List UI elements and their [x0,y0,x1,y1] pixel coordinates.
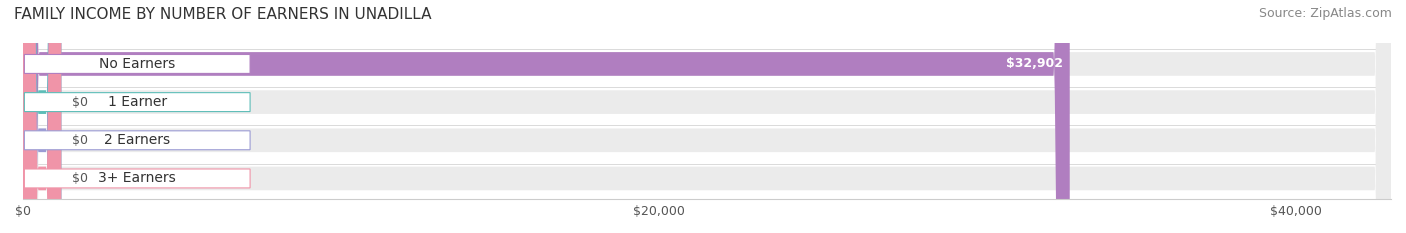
FancyBboxPatch shape [24,55,250,73]
FancyBboxPatch shape [24,169,250,188]
Text: No Earners: No Earners [98,57,176,71]
Text: 2 Earners: 2 Earners [104,133,170,147]
FancyBboxPatch shape [22,0,1391,233]
FancyBboxPatch shape [22,0,1391,233]
Text: $0: $0 [72,96,89,109]
FancyBboxPatch shape [24,131,250,150]
Text: 3+ Earners: 3+ Earners [98,171,176,185]
Text: $0: $0 [72,172,89,185]
FancyBboxPatch shape [22,0,62,233]
FancyBboxPatch shape [22,0,1391,233]
Text: 1 Earner: 1 Earner [108,95,167,109]
FancyBboxPatch shape [22,0,62,233]
Text: $0: $0 [72,134,89,147]
Text: $32,902: $32,902 [1005,58,1063,70]
FancyBboxPatch shape [22,0,1391,233]
FancyBboxPatch shape [24,93,250,112]
FancyBboxPatch shape [22,0,1070,233]
Text: FAMILY INCOME BY NUMBER OF EARNERS IN UNADILLA: FAMILY INCOME BY NUMBER OF EARNERS IN UN… [14,7,432,22]
FancyBboxPatch shape [22,0,62,233]
Text: Source: ZipAtlas.com: Source: ZipAtlas.com [1258,7,1392,20]
